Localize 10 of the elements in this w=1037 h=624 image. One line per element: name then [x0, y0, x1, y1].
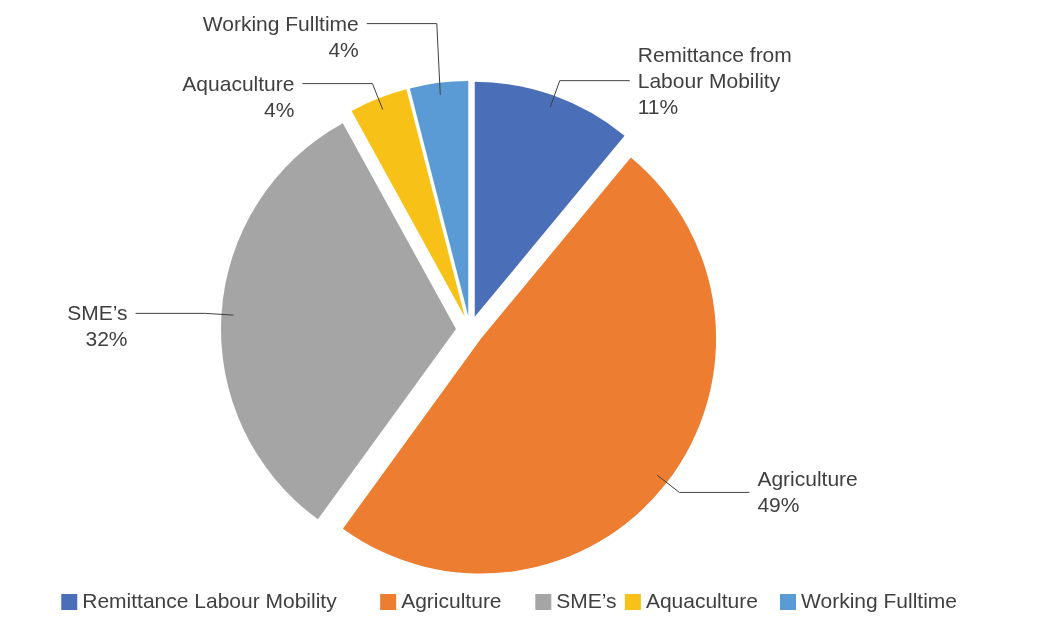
data-label: SME’s 32% — [67, 301, 128, 351]
legend-label: Remittance Labour Mobility — [82, 589, 338, 612]
data-label: Agriculture 49% — [757, 467, 858, 517]
data-label: Remittance from Labour Mobility 11% — [637, 42, 792, 118]
data-label: Aquaculture 4% — [182, 71, 295, 121]
legend-label: SME’s — [556, 589, 617, 612]
data-label: Working Fulltime 4% — [202, 11, 359, 61]
legend-label: Working Fulltime — [801, 589, 957, 612]
legend-label: Agriculture — [401, 589, 502, 612]
legend-label: Aquaculture — [645, 589, 758, 612]
